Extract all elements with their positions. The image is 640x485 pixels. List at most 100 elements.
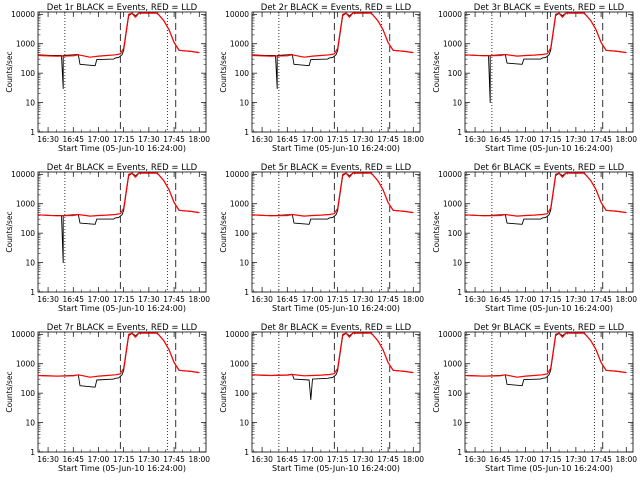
x-tick-label: 16:45 — [489, 135, 511, 144]
x-axis-label: Start Time (05-Jun-10 16:24:00) — [272, 464, 400, 473]
y-tick-label: 1 — [244, 288, 249, 297]
x-tick-label: 17:00 — [88, 455, 110, 464]
y-tick-label: 1000 — [16, 360, 35, 369]
x-tick-label: 17:45 — [590, 295, 612, 304]
y-axis-label: Counts/sec — [432, 51, 441, 92]
y-tick-label: 100 — [235, 389, 250, 398]
y-tick-label: 10 — [452, 418, 462, 427]
y-axis-label: Counts/sec — [5, 211, 14, 252]
series-line-events — [37, 12, 200, 89]
series-line-lld — [37, 12, 200, 58]
y-tick-label: 1000 — [230, 200, 249, 209]
series-line-lld — [464, 12, 627, 57]
y-tick-label: 10000 — [438, 170, 462, 179]
x-tick-label: 17:00 — [302, 135, 324, 144]
y-tick-label: 1 — [457, 128, 462, 137]
y-tick-label: 100 — [448, 389, 463, 398]
x-axis-label: Start Time (05-Jun-10 16:24:00) — [485, 144, 613, 153]
x-tick-label: 18:00 — [188, 455, 210, 464]
y-tick-label: 1000 — [230, 40, 249, 49]
series-line-events — [251, 172, 414, 225]
x-tick-label: 17:30 — [352, 135, 374, 144]
x-tick-label: 16:45 — [489, 295, 511, 304]
x-tick-label: 17:15 — [540, 455, 562, 464]
y-tick-label: 10000 — [225, 330, 249, 339]
y-axis-label: Counts/sec — [219, 211, 228, 252]
y-tick-label: 10 — [25, 418, 35, 427]
y-tick-label: 10000 — [438, 10, 462, 19]
x-tick-label: 17:45 — [377, 455, 399, 464]
plot-frame — [251, 11, 421, 133]
series-line-lld — [464, 332, 627, 378]
y-tick-label: 100 — [21, 229, 36, 238]
chart-panel-2: Det 2r BLACK = Events, RED = LLD 1 10 100 10… — [219, 3, 424, 153]
chart-title: Det 2r BLACK = Events, RED = LLD — [261, 3, 412, 13]
x-tick-label: 16:45 — [62, 135, 84, 144]
y-tick-label: 1000 — [443, 40, 462, 49]
x-tick-label: 18:00 — [402, 135, 424, 144]
series-line-events — [464, 172, 627, 225]
x-tick-label: 16:30 — [464, 135, 486, 144]
x-tick-label: 17:15 — [113, 455, 135, 464]
chart-panel-6: Det 6r BLACK = Events, RED = LLD 1 10 100 10… — [432, 163, 637, 313]
chart-panel-9: Det 9r BLACK = Events, RED = LLD 1 10 100 10… — [432, 323, 637, 473]
y-tick-label: 1 — [30, 128, 35, 137]
x-tick-label: 18:00 — [188, 295, 210, 304]
x-tick-label: 16:30 — [251, 135, 273, 144]
chart-panel-1: Det 1r BLACK = Events, RED = LLD 1 10 100 10… — [5, 3, 210, 153]
y-tick-label: 10 — [239, 258, 249, 267]
y-axis-label: Counts/sec — [5, 371, 14, 412]
y-tick-label: 10 — [239, 98, 249, 107]
x-tick-label: 18:00 — [615, 455, 637, 464]
x-tick-label: 17:45 — [377, 295, 399, 304]
plot-frame — [37, 171, 207, 293]
series-line-events — [251, 12, 414, 89]
plot-frame — [464, 331, 634, 453]
y-tick-label: 1000 — [443, 200, 462, 209]
y-axis-label: Counts/sec — [432, 211, 441, 252]
chart-title: Det 5r BLACK = Events, RED = LLD — [261, 163, 412, 173]
y-tick-label: 100 — [21, 69, 36, 78]
y-tick-label: 1 — [30, 288, 35, 297]
y-tick-label: 1 — [244, 128, 249, 137]
y-tick-label: 100 — [448, 229, 463, 238]
y-tick-label: 100 — [235, 69, 250, 78]
y-tick-label: 100 — [235, 229, 250, 238]
x-tick-label: 17:30 — [565, 135, 587, 144]
x-tick-label: 17:00 — [302, 455, 324, 464]
y-tick-label: 1000 — [230, 360, 249, 369]
x-tick-label: 16:30 — [37, 455, 59, 464]
y-tick-label: 100 — [448, 69, 463, 78]
x-axis-label: Start Time (05-Jun-10 16:24:00) — [58, 464, 186, 473]
x-tick-label: 17:00 — [88, 295, 110, 304]
y-tick-label: 1 — [457, 448, 462, 457]
y-tick-label: 1000 — [443, 360, 462, 369]
x-tick-label: 17:30 — [352, 455, 374, 464]
x-tick-label: 17:00 — [515, 455, 537, 464]
series-line-events — [37, 172, 200, 264]
y-tick-label: 100 — [21, 389, 36, 398]
y-tick-label: 10000 — [225, 170, 249, 179]
plot-frame — [464, 11, 634, 133]
x-tick-label: 17:15 — [327, 295, 349, 304]
x-tick-label: 17:30 — [138, 455, 160, 464]
x-tick-label: 16:30 — [251, 455, 273, 464]
x-tick-label: 16:30 — [37, 135, 59, 144]
x-tick-label: 17:30 — [352, 295, 374, 304]
y-axis-label: Counts/sec — [219, 51, 228, 92]
x-tick-label: 16:45 — [62, 295, 84, 304]
y-tick-label: 10 — [25, 258, 35, 267]
chart-panel-8: Det 8r BLACK = Events, RED = LLD 1 10 100 10… — [219, 323, 424, 473]
chart-panel-5: Det 5r BLACK = Events, RED = LLD 1 10 100 10… — [219, 163, 424, 313]
y-tick-label: 10 — [452, 98, 462, 107]
plot-frame — [251, 171, 421, 293]
plot-frame — [37, 331, 207, 453]
x-tick-label: 16:45 — [276, 135, 298, 144]
y-tick-label: 1000 — [16, 200, 35, 209]
x-axis-label: Start Time (05-Jun-10 16:24:00) — [485, 464, 613, 473]
x-tick-label: 16:30 — [464, 455, 486, 464]
x-tick-label: 18:00 — [188, 135, 210, 144]
x-tick-label: 16:45 — [62, 455, 84, 464]
x-tick-label: 17:30 — [565, 295, 587, 304]
